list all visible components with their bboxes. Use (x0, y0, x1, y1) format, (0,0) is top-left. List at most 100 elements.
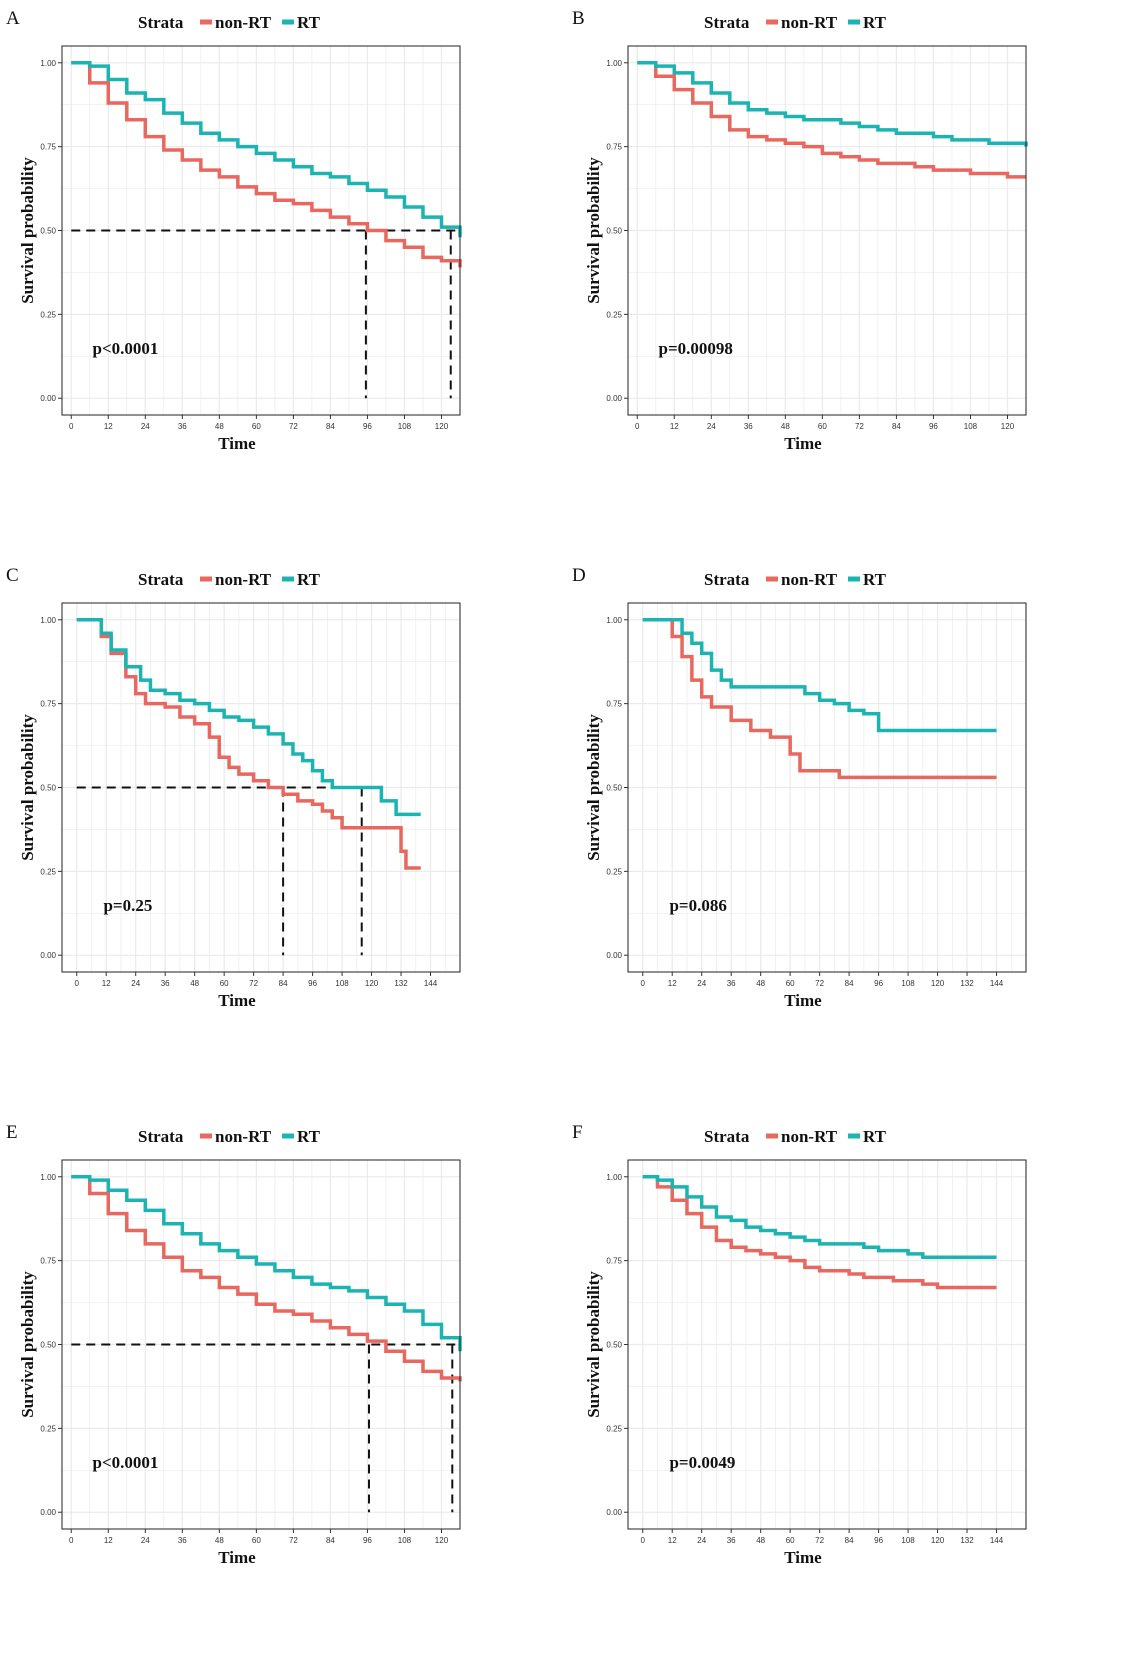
x-tick-label: 24 (141, 1536, 150, 1545)
x-axis-title: Time (218, 1548, 256, 1567)
y-tick-label: 0.25 (40, 867, 56, 876)
legend: Strata non-RT RT (704, 1127, 887, 1146)
y-tick-label: 0.25 (606, 310, 622, 319)
x-tick-label: 60 (786, 979, 795, 988)
panel-label: B (572, 8, 585, 29)
legend-label-non-rt: non-RT (781, 570, 838, 589)
panel-label: E (6, 1122, 18, 1143)
series-line-rt (71, 1175, 462, 1352)
x-tick-label: 0 (635, 422, 640, 431)
p-value-label: p<0.0001 (93, 339, 159, 358)
survival-plot-svg: A Strata non-RT RT 0 12 24 36 48 60 72 84 96 108 120 0.… (6, 8, 462, 453)
y-tick-label: 0.50 (606, 1341, 622, 1350)
x-axis-title: Time (784, 1548, 822, 1567)
x-tick-label: 12 (668, 979, 677, 988)
x-tick-label: 72 (815, 979, 824, 988)
panel-label: C (6, 565, 19, 586)
y-tick-label: 0.50 (606, 784, 622, 793)
x-tick-label: 84 (845, 1536, 854, 1545)
legend-title: Strata (704, 13, 750, 32)
x-tick-label: 12 (670, 422, 679, 431)
y-tick-label: 0.00 (40, 1508, 56, 1517)
x-tick-label: 12 (668, 1536, 677, 1545)
series-line-rt (642, 1175, 997, 1260)
survival-plot-svg: F Strata non-RT RT 0 12 24 36 48 60 72 84 96 108 120 13… (572, 1122, 1027, 1567)
legend-label-non-rt: non-RT (215, 1127, 272, 1146)
survival-plot-panel-c: C Strata non-RT RT 0 12 24 36 48 60 72 84 96 108 120 13… (0, 557, 565, 1102)
x-tick-label: 48 (756, 1536, 765, 1545)
y-tick-label: 0.00 (606, 1508, 622, 1517)
x-tick-label: 24 (141, 422, 150, 431)
x-tick-label: 48 (781, 422, 790, 431)
y-axis-title: Survival probability (18, 714, 37, 861)
x-tick-label: 24 (697, 1536, 706, 1545)
survival-plot-svg: B Strata non-RT RT 0 12 24 36 48 60 72 84 96 108 120 0.… (572, 8, 1028, 453)
x-tick-label: 120 (435, 422, 449, 431)
median-lines (71, 229, 457, 399)
legend: Strata non-RT RT (138, 13, 321, 32)
legend-label-non-rt: non-RT (215, 13, 272, 32)
x-tick-label: 12 (102, 979, 111, 988)
x-tick-label: 108 (901, 979, 915, 988)
x-tick-label: 0 (69, 422, 74, 431)
x-tick-label: 72 (855, 422, 864, 431)
x-tick-label: 60 (818, 422, 827, 431)
x-tick-label: 24 (697, 979, 706, 988)
legend-label-rt: RT (297, 570, 321, 589)
x-tick-label: 48 (190, 979, 199, 988)
legend-title: Strata (138, 13, 184, 32)
legend-label-non-rt: non-RT (215, 570, 272, 589)
legend: Strata non-RT RT (138, 1127, 321, 1146)
legend-title: Strata (138, 1127, 184, 1146)
survival-plot-svg: C Strata non-RT RT 0 12 24 36 48 60 72 84 96 108 120 13… (6, 565, 461, 1010)
p-value-label: p<0.0001 (93, 1453, 159, 1472)
x-tick-label: 120 (435, 1536, 449, 1545)
x-tick-label: 36 (161, 979, 170, 988)
legend-label-rt: RT (297, 13, 321, 32)
y-axis-title: Survival probability (18, 157, 37, 304)
legend-label-rt: RT (863, 1127, 887, 1146)
y-tick-label: 1.00 (606, 59, 622, 68)
y-tick-label: 1.00 (40, 59, 56, 68)
x-tick-label: 120 (931, 979, 945, 988)
panel-label: F (572, 1122, 583, 1143)
x-axis-title: Time (218, 434, 256, 453)
survival-plot-svg: E Strata non-RT RT 0 12 24 36 48 60 72 84 96 108 120 0.… (6, 1122, 462, 1567)
legend-label-non-rt: non-RT (781, 13, 838, 32)
x-tick-label: 36 (744, 422, 753, 431)
x-tick-label: 144 (424, 979, 438, 988)
x-tick-label: 60 (220, 979, 229, 988)
survival-plot-panel-a: A Strata non-RT RT 0 12 24 36 48 60 72 84 96 108 120 0.… (0, 0, 565, 545)
y-tick-label: 0.25 (606, 867, 622, 876)
legend: Strata non-RT RT (138, 570, 321, 589)
x-tick-label: 96 (929, 422, 938, 431)
x-tick-label: 0 (69, 1536, 74, 1545)
p-value-label: p=0.00098 (659, 339, 733, 358)
x-tick-label: 120 (1001, 422, 1015, 431)
y-tick-label: 0.75 (40, 143, 56, 152)
x-axis-title: Time (784, 434, 822, 453)
x-tick-label: 96 (308, 979, 317, 988)
x-tick-label: 36 (727, 1536, 736, 1545)
y-tick-label: 0.00 (606, 951, 622, 960)
x-tick-label: 12 (104, 422, 113, 431)
y-tick-label: 0.50 (40, 227, 56, 236)
y-tick-label: 0.00 (40, 394, 56, 403)
y-axis-title: Survival probability (584, 1271, 603, 1418)
series-line-non-rt (642, 1175, 997, 1290)
x-tick-label: 84 (892, 422, 901, 431)
series-line-non-rt (71, 61, 462, 268)
x-tick-label: 96 (363, 1536, 372, 1545)
median-lines (71, 1343, 457, 1513)
survival-plot-svg: D Strata non-RT RT 0 12 24 36 48 60 72 84 96 108 120 13… (572, 565, 1027, 1010)
x-tick-label: 60 (252, 422, 261, 431)
legend-title: Strata (704, 1127, 750, 1146)
y-axis-title: Survival probability (18, 1271, 37, 1418)
y-tick-label: 1.00 (40, 616, 56, 625)
x-tick-label: 144 (990, 1536, 1004, 1545)
x-tick-label: 36 (178, 422, 187, 431)
x-tick-label: 72 (289, 422, 298, 431)
y-tick-label: 0.75 (40, 700, 56, 709)
x-tick-label: 84 (326, 1536, 335, 1545)
grid (628, 603, 1027, 972)
